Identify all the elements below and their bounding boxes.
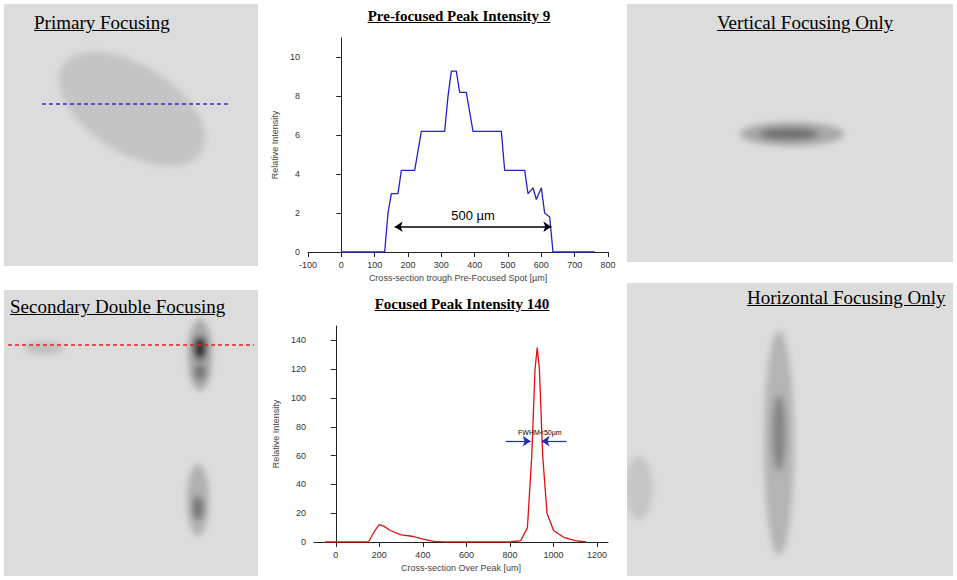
svg-text:0: 0 [339, 260, 344, 270]
svg-text:2: 2 [295, 208, 300, 218]
svg-text:700: 700 [567, 260, 582, 270]
svg-text:100: 100 [367, 260, 382, 270]
svg-text:120: 120 [291, 364, 306, 374]
svg-text:800: 800 [502, 550, 517, 560]
svg-text:FWHM<50µm: FWHM<50µm [518, 429, 562, 437]
svg-text:140: 140 [291, 335, 306, 345]
svg-text:80: 80 [296, 422, 306, 432]
svg-text:500 µm: 500 µm [451, 208, 495, 223]
svg-text:1000: 1000 [544, 550, 564, 560]
svg-text:0: 0 [301, 537, 306, 547]
svg-text:600: 600 [534, 260, 549, 270]
svg-text:0: 0 [295, 247, 300, 257]
html-text:Pre-focused Peak Intensity 9: Pre-focused Peak Intensity 9 [367, 8, 551, 24]
svg-text:-100: -100 [299, 260, 317, 270]
svg-text:6: 6 [295, 130, 300, 140]
svg-text:0: 0 [333, 550, 338, 560]
svg-text:Relative Intensity: Relative Intensity [270, 110, 280, 179]
svg-text:500: 500 [500, 260, 515, 270]
svg-text:400: 400 [415, 550, 430, 560]
svg-text:1200: 1200 [587, 550, 607, 560]
svg-text:Cross-section trough Pre-Focus: Cross-section trough Pre-Focused Spot [µ… [369, 273, 547, 283]
html-text:Vertical Focusing Only: Vertical Focusing Only [717, 12, 894, 33]
html-text:Secondary Double Focusing: Secondary Double Focusing [10, 296, 226, 317]
svg-text:200: 200 [400, 260, 415, 270]
svg-text:4: 4 [295, 169, 300, 179]
html-text:Primary Focusing: Primary Focusing [34, 12, 170, 33]
html-text:Focused Peak Intensity 140: Focused Peak Intensity 140 [374, 296, 550, 312]
svg-text:40: 40 [296, 479, 306, 489]
svg-text:400: 400 [467, 260, 482, 270]
svg-text:800: 800 [600, 260, 615, 270]
svg-text:20: 20 [296, 508, 306, 518]
svg-text:100: 100 [291, 393, 306, 403]
svg-text:60: 60 [296, 451, 306, 461]
svg-text:600: 600 [459, 550, 474, 560]
svg-text:300: 300 [434, 260, 449, 270]
svg-text:10: 10 [290, 52, 300, 62]
html-text:Horizontal Focusing Only: Horizontal Focusing Only [747, 287, 946, 308]
svg-text:200: 200 [372, 550, 387, 560]
svg-text:8: 8 [295, 91, 300, 101]
svg-text:Relative Intensity: Relative Intensity [271, 399, 281, 468]
svg-text:Cross-section Over Peak [um]: Cross-section Over Peak [um] [401, 563, 521, 573]
